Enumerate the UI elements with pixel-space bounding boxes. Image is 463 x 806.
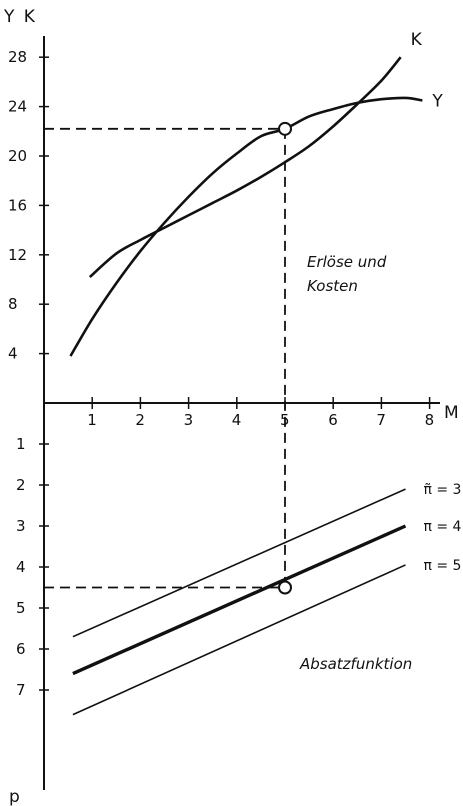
x-tick-label: 7 (376, 411, 386, 429)
x-tick-label: 1 (87, 411, 97, 429)
x-tick-label: 8 (425, 411, 435, 429)
annotation-revenue-cost: Erlöse und Kosten (307, 253, 391, 295)
y-axis-label-top: Y K (3, 7, 37, 27)
y-tick-label: 6 (16, 640, 26, 658)
dashed-guides (44, 127, 286, 589)
annotation-line-1: Erlöse und (307, 253, 387, 271)
demand-line-4 (72, 524, 407, 676)
series-y-label: Y (431, 91, 443, 111)
x-tick-label: 2 (135, 411, 145, 429)
demand-lines: π̃ = 3 π = 4 π = 5 (72, 482, 462, 716)
annotation-demand: Absatzfunktion (299, 655, 412, 673)
annotation-line-2: Kosten (307, 277, 358, 295)
x-tick-label: 4 (232, 411, 242, 429)
y-tick-label: 4 (16, 558, 26, 576)
demand-line-5 (72, 564, 406, 716)
y-tick-label: 7 (16, 681, 26, 699)
y-tick-label: 2 (16, 476, 26, 494)
demand-line-3 (72, 488, 406, 638)
marked-points (278, 121, 292, 595)
y-tick-label: 16 (8, 196, 27, 214)
revenue-cost-curves: KY (69, 30, 443, 357)
demand-line-label: π = 4 (424, 519, 462, 535)
y-tick-group-top: 4 8 12 16 20 24 28 (8, 48, 49, 363)
y-axis-label-bottom: p (9, 787, 20, 806)
demand-line-label: π = 5 (424, 558, 462, 574)
y-tick-label: 24 (8, 98, 27, 116)
y-tick-label: 5 (16, 599, 26, 617)
y-tick-label: 4 (8, 345, 18, 363)
y-tick-label: 28 (8, 48, 27, 66)
series-k-curve (88, 56, 402, 279)
marked-point-bottom (278, 580, 292, 595)
series-y-curve (69, 96, 423, 357)
y-tick-label: 3 (16, 517, 26, 535)
y-tick-label: 1 (16, 435, 26, 453)
marked-point-top (278, 121, 292, 136)
x-axis-label: M (444, 403, 459, 423)
x-tick-label: 6 (328, 411, 338, 429)
y-tick-label: 12 (8, 246, 27, 264)
y-tick-group-bottom: 1 2 3 4 5 6 7 (16, 435, 49, 699)
x-tick-label: 3 (184, 411, 194, 429)
y-tick-label: 8 (8, 295, 18, 313)
demand-line-label: π̃ = 3 (424, 482, 462, 498)
y-tick-label: 20 (8, 147, 27, 165)
x-tick-group: 12345678 (87, 397, 434, 429)
series-k-label: K (411, 30, 423, 50)
